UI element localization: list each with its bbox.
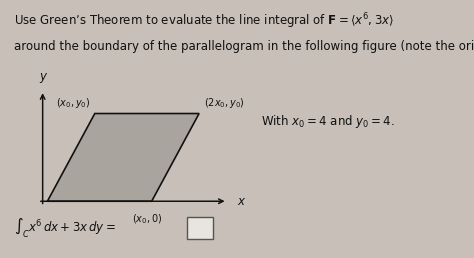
Text: $(x_0, y_0)$: $(x_0, y_0)$ [55,96,90,110]
Bar [187,217,213,239]
Text: $(2x_0, y_0)$: $(2x_0, y_0)$ [204,96,245,110]
Text: With $x_0 = 4$ and $y_0 = 4$.: With $x_0 = 4$ and $y_0 = 4$. [261,113,394,130]
Text: Use Green’s Theorem to evaluate the line integral of $\mathbf{F} = \langle x^6, : Use Green’s Theorem to evaluate the line… [14,12,394,31]
Text: x: x [237,195,244,208]
Text: around the boundary of the parallelogram in the following figure (note the orien: around the boundary of the parallelogram… [14,40,474,53]
Polygon shape [47,114,199,201]
Text: y: y [39,70,46,83]
Text: $\int_C x^6\,dx + 3x\,dy = $: $\int_C x^6\,dx + 3x\,dy = $ [14,216,116,240]
Text: $(x_0, 0)$: $(x_0, 0)$ [132,213,162,227]
